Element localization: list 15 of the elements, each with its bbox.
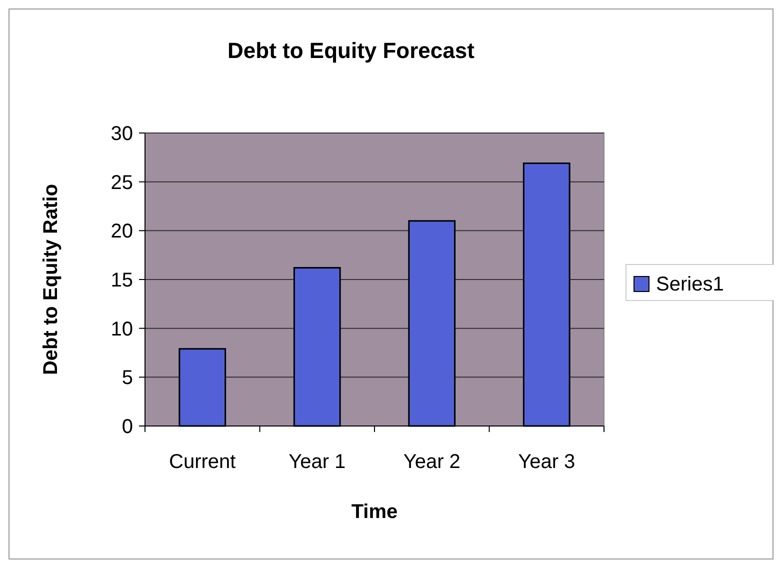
y-tick-label: 30 <box>110 123 133 145</box>
y-tick-label: 10 <box>110 318 133 340</box>
x-tick-label: Year 3 <box>518 451 576 473</box>
x-tick-label: Current <box>169 451 236 473</box>
y-tick-label: 20 <box>110 220 133 243</box>
x-tick-label: Year 2 <box>403 451 460 473</box>
x-tick-label: Year 1 <box>288 451 346 473</box>
y-tick-label: 5 <box>122 367 133 390</box>
y-tick-label: 25 <box>110 172 133 194</box>
chart-title: Debt to Equity Forecast <box>228 38 476 63</box>
y-tick-label: 0 <box>122 416 133 438</box>
legend-label: Series1 <box>656 274 724 296</box>
y-axis-title: Debt to Equity Ratio <box>40 184 62 376</box>
y-tick-label: 15 <box>110 270 133 292</box>
x-axis-title: Time <box>351 501 398 523</box>
